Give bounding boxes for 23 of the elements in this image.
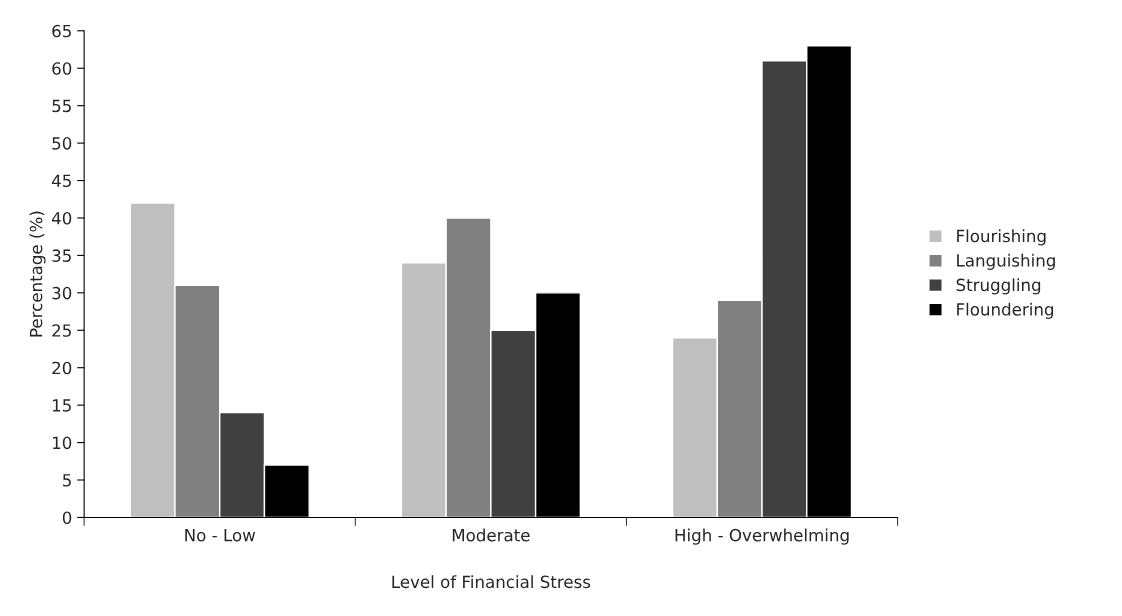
x-tick-label: Moderate <box>452 528 530 542</box>
y-tick-label: 30 <box>52 286 72 300</box>
y-tick-label: 10 <box>52 436 72 450</box>
y-tick-label: 20 <box>52 361 72 375</box>
x-tick-label: High - Overwhelming <box>675 528 849 545</box>
y-tick-label: 25 <box>52 324 71 337</box>
y-tick-label: 35 <box>52 249 71 262</box>
y-tick-label: 50 <box>52 137 72 150</box>
legend-label: Languishing <box>957 253 1055 270</box>
y-tick-label: 55 <box>52 99 71 113</box>
y-tick-label: 40 <box>51 211 72 225</box>
legend-label: Struggling <box>956 278 1041 295</box>
legend-label: Flourishing <box>957 229 1046 246</box>
y-tick-label: 5 <box>63 474 71 487</box>
y-axis-title: Percentage (%) <box>29 211 46 337</box>
legend-label: Floundering <box>957 302 1054 319</box>
y-tick-label: 45 <box>51 174 71 188</box>
x-tick-label: No - Low <box>185 529 256 542</box>
y-tick-label: 60 <box>52 62 72 75</box>
y-tick-label: 65 <box>52 24 71 38</box>
y-tick-label: 0 <box>62 511 72 525</box>
y-tick-label: 15 <box>52 399 71 412</box>
x-axis-title: Level of Financial Stress <box>392 575 591 589</box>
